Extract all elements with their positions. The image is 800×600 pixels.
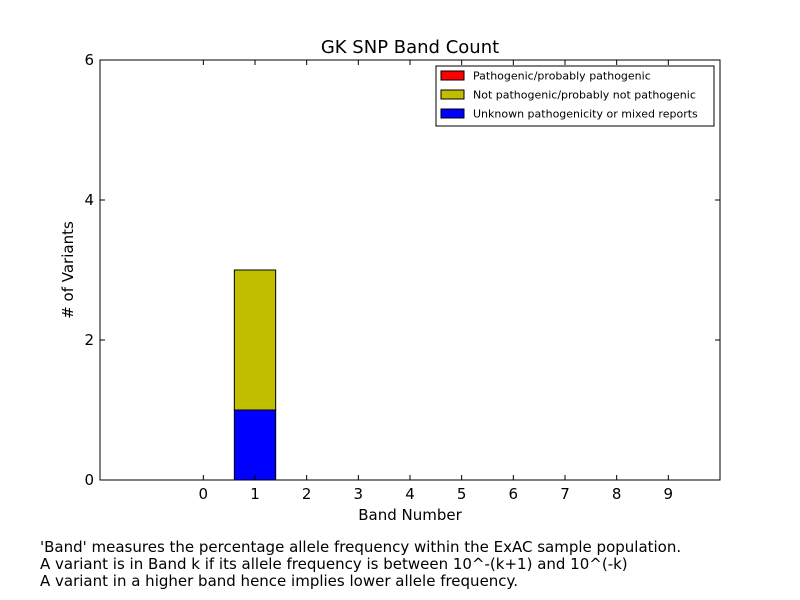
bar-segment	[233, 269, 277, 411]
caption-line: A variant is in Band k if its allele fre…	[40, 555, 628, 573]
x-tick-label: 5	[457, 485, 467, 503]
legend: Pathogenic/probably pathogenic Not pathog…	[435, 65, 715, 127]
legend-label: Not pathogenic/probably not pathogenic	[473, 89, 696, 102]
bars-group	[233, 269, 277, 481]
legend-label: Unknown pathogenicity or mixed reports	[473, 108, 698, 121]
x-axis-label: Band Number	[358, 506, 462, 524]
caption-line: 'Band' measures the percentage allele fr…	[40, 538, 682, 556]
legend-swatch	[440, 70, 465, 81]
x-tick-label: 2	[302, 485, 312, 503]
y-axis-ticks: 0 2 4 6	[84, 51, 720, 489]
x-tick-label: 6	[509, 485, 519, 503]
caption: 'Band' measures the percentage allele fr…	[40, 539, 681, 590]
legend-label: Pathogenic/probably pathogenic	[473, 70, 651, 83]
y-tick-label: 0	[84, 471, 94, 489]
y-tick-label: 2	[84, 331, 94, 349]
x-tick-label: 0	[199, 485, 209, 503]
bar-segment	[233, 409, 277, 481]
x-tick-label: 9	[664, 485, 674, 503]
legend-swatch	[440, 108, 465, 119]
x-tick-label: 4	[405, 485, 415, 503]
legend-swatch	[440, 89, 465, 100]
x-tick-label: 1	[250, 485, 260, 503]
chart-title: GK SNP Band Count	[321, 37, 499, 58]
y-axis-label: # of Variants	[59, 221, 77, 319]
caption-line: A variant in a higher band hence implies…	[40, 572, 519, 590]
legend-frame	[435, 65, 715, 127]
y-tick-label: 4	[84, 191, 94, 209]
x-tick-label: 8	[612, 485, 622, 503]
y-tick-label: 6	[84, 51, 94, 69]
x-axis-ticks: 0 1 2 3 4 5 6 7 8 9	[199, 60, 674, 503]
x-tick-label: 3	[354, 485, 364, 503]
x-tick-label: 7	[560, 485, 570, 503]
